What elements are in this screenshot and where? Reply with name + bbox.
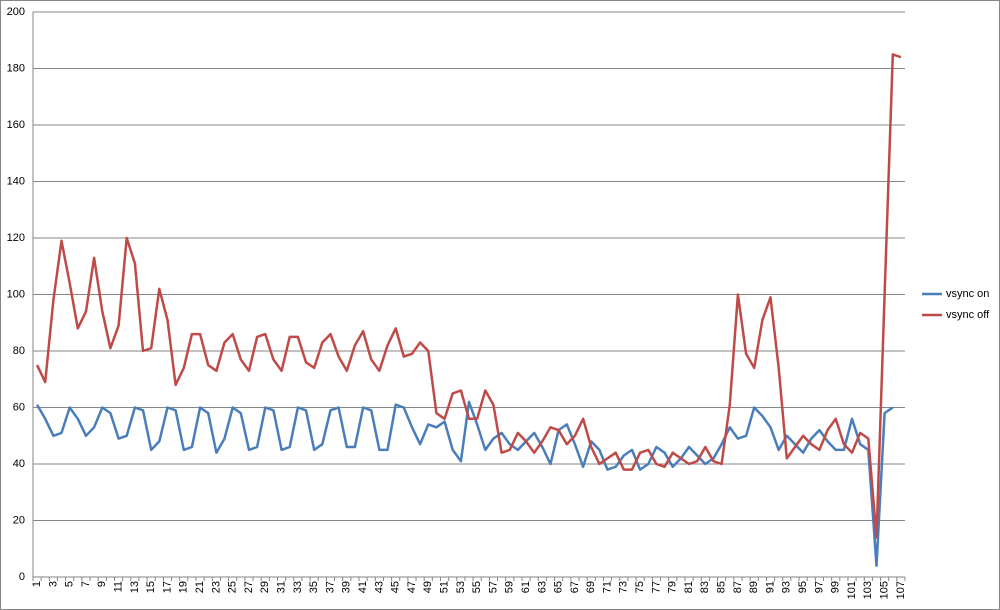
x-tick-label: 43: [373, 581, 385, 593]
x-tick-label: 35: [308, 581, 320, 593]
x-tick-label: 79: [667, 581, 679, 593]
x-tick-label: 59: [504, 581, 516, 593]
x-tick-label: 3: [47, 581, 59, 587]
x-tick-label: 75: [634, 581, 646, 593]
y-tick-label: 200: [7, 6, 25, 18]
x-tick-label: 103: [862, 581, 874, 599]
x-tick-label: 83: [699, 581, 711, 593]
series-line: [35, 53, 902, 539]
x-tick-label: 1: [31, 581, 43, 587]
x-tick-label: 91: [764, 581, 776, 593]
x-tick-label: 57: [487, 581, 499, 593]
x-tick-label: 63: [536, 581, 548, 593]
x-tick-label: 27: [243, 581, 255, 593]
x-tick-label: 5: [64, 581, 76, 587]
legend-label: vsync off: [946, 309, 990, 321]
x-tick-label: 73: [618, 581, 630, 593]
x-tick-label: 33: [292, 581, 304, 593]
x-tick-label: 45: [390, 581, 402, 593]
x-tick-label: 21: [194, 581, 206, 593]
x-tick-label: 65: [553, 581, 565, 593]
x-tick-label: 89: [748, 581, 760, 593]
legend-label: vsync on: [946, 288, 989, 300]
x-tick-label: 23: [210, 581, 222, 593]
y-tick-label: 40: [13, 458, 25, 470]
y-tick-label: 140: [7, 175, 25, 187]
y-tick-label: 120: [7, 232, 25, 244]
x-tick-label: 47: [406, 581, 418, 593]
y-tick-label: 80: [13, 345, 25, 357]
x-tick-label: 13: [129, 581, 141, 593]
x-tick-label: 53: [455, 581, 467, 593]
x-tick-label: 105: [879, 581, 891, 599]
x-tick-label: 15: [145, 581, 157, 593]
x-tick-label: 39: [341, 581, 353, 593]
x-tick-label: 11: [112, 581, 124, 592]
x-tick-label: 25: [227, 581, 239, 593]
x-tick-label: 29: [259, 581, 271, 593]
x-tick-label: 7: [80, 581, 92, 587]
y-tick-label: 160: [7, 119, 25, 131]
x-tick-label: 49: [422, 581, 434, 593]
x-tick-label: 93: [781, 581, 793, 593]
x-tick-label: 71: [601, 581, 613, 593]
x-tick-label: 9: [96, 581, 108, 587]
x-tick-label: 95: [797, 581, 809, 593]
y-tick-label: 20: [13, 514, 25, 526]
x-tick-label: 41: [357, 581, 369, 593]
x-tick-label: 101: [846, 581, 858, 599]
x-tick-label: 85: [716, 581, 728, 593]
x-tick-label: 19: [178, 581, 190, 593]
y-tick-label: 0: [19, 571, 25, 583]
x-tick-label: 69: [585, 581, 597, 593]
x-tick-label: 17: [161, 581, 173, 593]
x-tick-label: 81: [683, 581, 695, 593]
x-tick-label: 37: [324, 581, 336, 593]
x-tick-label: 97: [813, 581, 825, 593]
y-tick-label: 180: [7, 62, 25, 74]
x-tick-label: 31: [275, 581, 287, 593]
x-tick-label: 51: [438, 581, 450, 593]
x-tick-label: 99: [830, 581, 842, 593]
x-tick-label: 87: [732, 581, 744, 593]
x-tick-label: 55: [471, 581, 483, 593]
y-tick-label: 100: [7, 288, 25, 300]
x-tick-label: 77: [650, 581, 662, 593]
series-line: [36, 400, 894, 567]
x-tick-label: 61: [520, 581, 532, 593]
x-tick-label: 67: [569, 581, 581, 593]
y-tick-label: 60: [13, 401, 25, 413]
x-tick-label: 107: [895, 581, 907, 599]
